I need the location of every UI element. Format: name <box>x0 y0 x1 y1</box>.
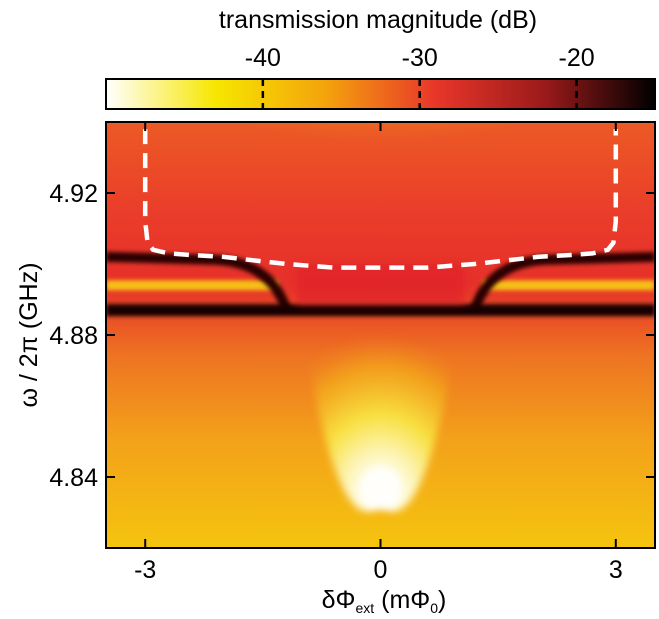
y-tick-label: 4.84 <box>49 464 98 492</box>
y-axis-label: ω / 2π (GHz) <box>15 262 43 407</box>
heatmap-dip <box>301 320 460 512</box>
x-axis-label-unit-open: (mΦ <box>374 586 430 614</box>
y-axis: 4.84 4.88 4.92 <box>49 180 655 492</box>
colorbar-tick-label: -30 <box>402 44 438 72</box>
heatmap-upper-resonance-right <box>469 251 655 312</box>
x-axis-label-unit-subscript: 0 <box>430 600 438 614</box>
x-axis-label: δΦext (mΦ0) <box>322 586 447 614</box>
heatmap-lower-resonance <box>106 304 655 317</box>
x-tick-label: 0 <box>374 556 388 584</box>
x-axis: -3 0 3 <box>134 122 623 584</box>
colorbar-tick-labels: -40 -30 -20 <box>245 44 595 72</box>
heatmap-center-red-region <box>296 263 465 305</box>
heatmap-bright-band-right <box>482 280 655 291</box>
colorbar-tick-label: -40 <box>245 44 281 72</box>
colorbar-label: transmission magnitude (dB) <box>219 6 537 34</box>
heatmap-features <box>106 251 655 512</box>
y-tick-label: 4.88 <box>49 322 98 350</box>
heatmap-top-glow <box>150 122 610 235</box>
heatmap-dip-core <box>358 465 403 510</box>
heatmap <box>106 122 655 548</box>
colorbar-tick-label: -20 <box>559 44 595 72</box>
x-axis-label-main: δΦ <box>322 586 356 614</box>
x-tick-label: -3 <box>134 556 156 584</box>
x-axis-label-subscript: ext <box>356 600 375 614</box>
heatmap-upper-resonance-left <box>106 251 292 312</box>
heatmap-bright-band-left <box>106 280 279 291</box>
dashed-curve <box>142 129 619 270</box>
x-tick-label: 3 <box>609 556 623 584</box>
colorbar-ticks <box>261 79 578 109</box>
x-axis-label-unit-close: ) <box>438 586 446 614</box>
colorbar <box>105 78 656 110</box>
y-tick-label: 4.92 <box>49 180 98 208</box>
